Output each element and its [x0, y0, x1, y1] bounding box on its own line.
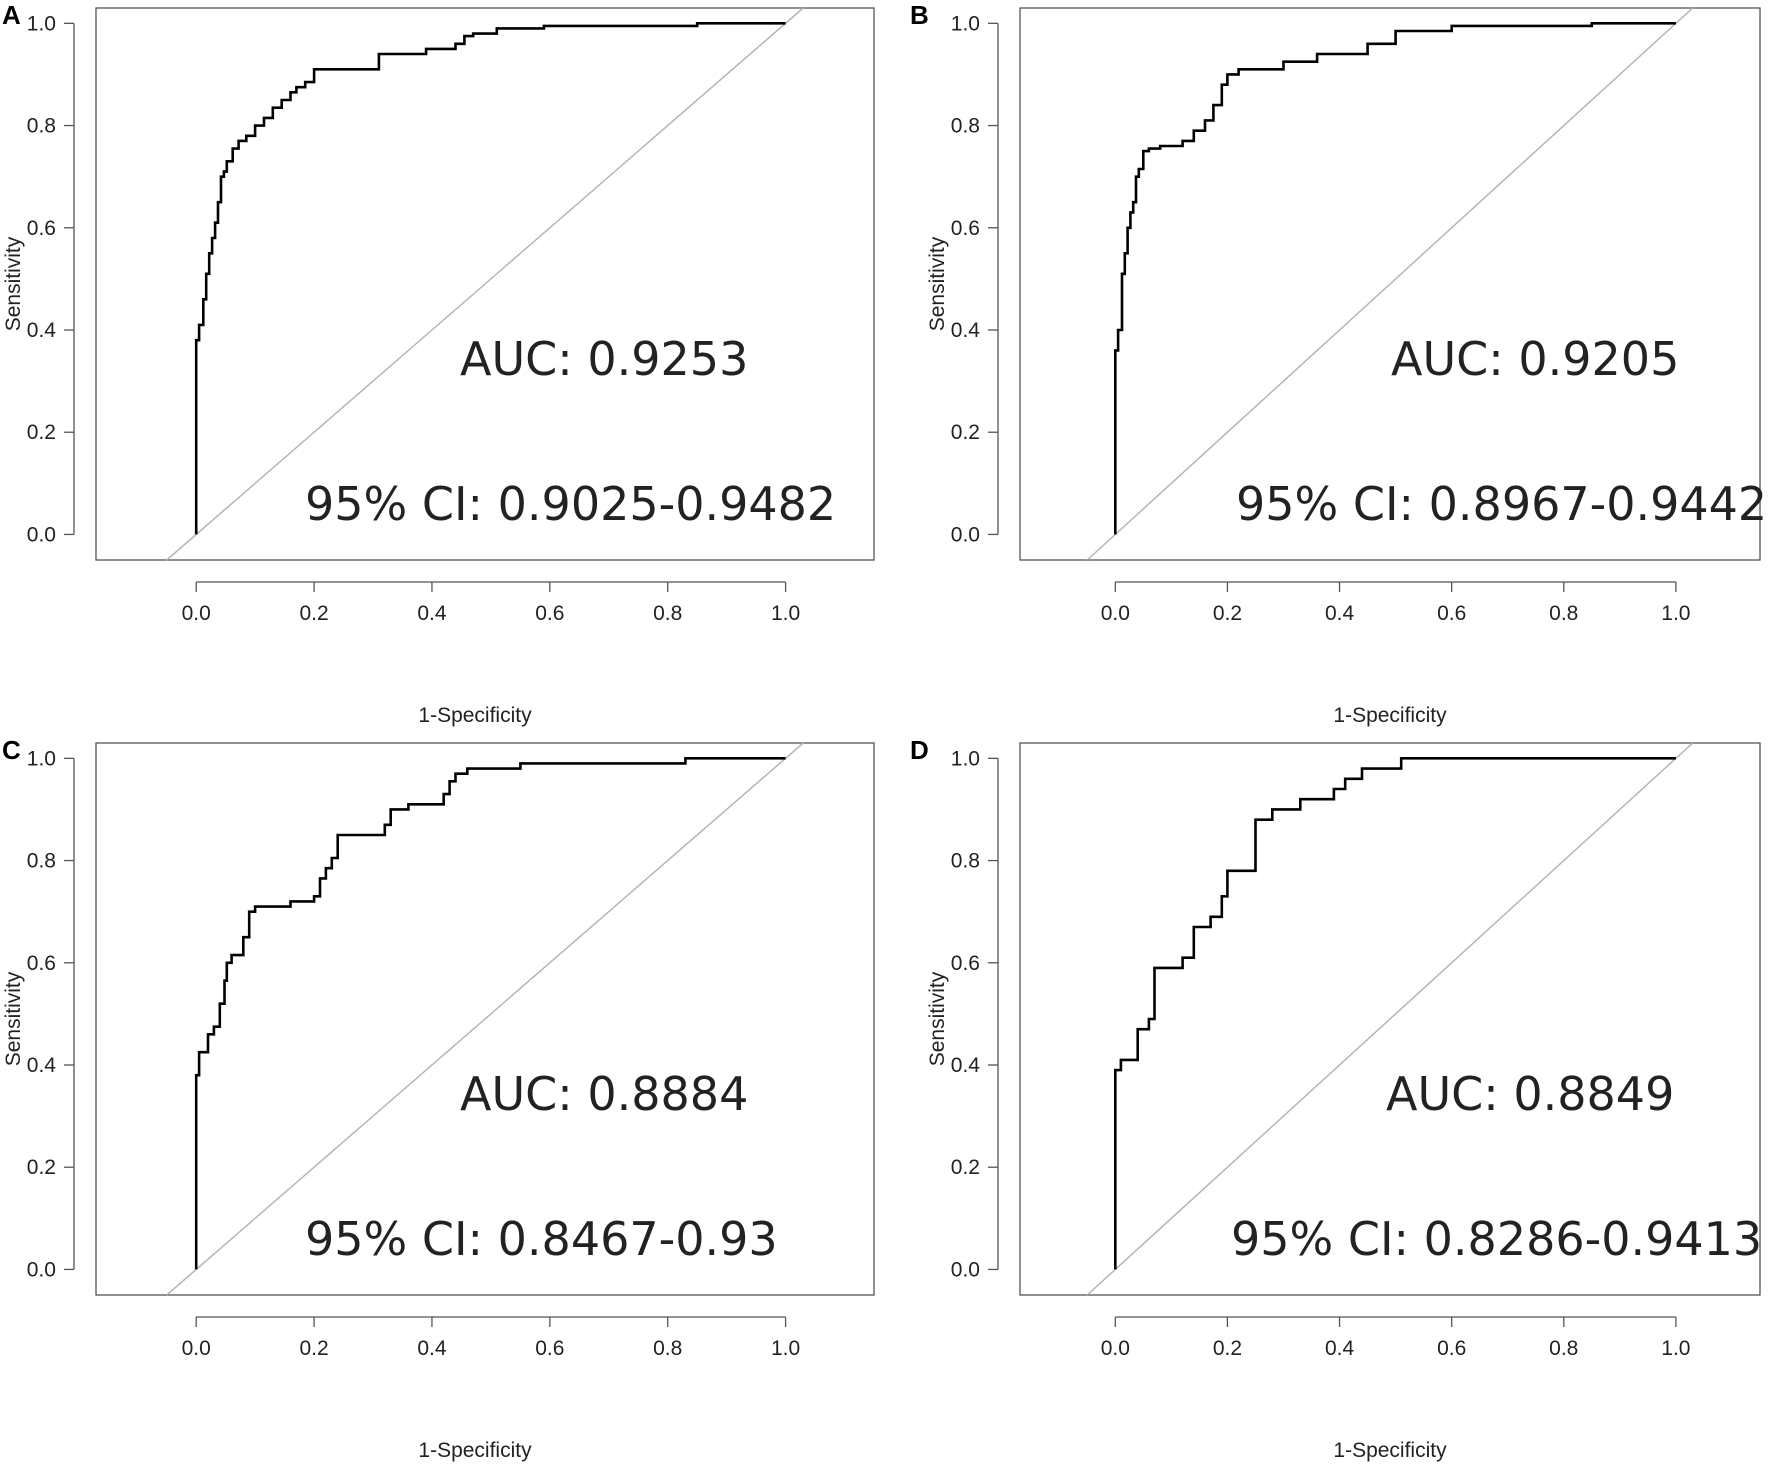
y-axis-title: Sensitivity	[926, 971, 949, 1066]
x-tick-label: 0.2	[299, 602, 328, 625]
auc-annotation: AUC: 0.8849	[1386, 1067, 1674, 1121]
x-tick-label: 1.0	[771, 1337, 800, 1360]
ci-annotation: 95% CI: 0.8286-0.9413	[1231, 1212, 1762, 1266]
y-tick-label: 0.8	[27, 850, 56, 873]
y-tick-label: 0.2	[27, 1156, 56, 1179]
y-tick-label: 0.8	[951, 850, 980, 873]
x-tick-label: 1.0	[1661, 602, 1690, 625]
x-tick-label: 0.0	[182, 1337, 211, 1360]
reference-diagonal	[1086, 7, 1694, 561]
y-tick-label: 0.0	[951, 1258, 980, 1281]
panel-letter: A	[2, 0, 21, 30]
x-tick-label: 1.0	[1661, 1337, 1690, 1360]
x-tick-label: 0.2	[1213, 602, 1242, 625]
x-axis-title: 1-Specificity	[418, 1439, 532, 1462]
y-tick-label: 0.2	[951, 1156, 980, 1179]
y-tick-label: 0.2	[27, 421, 56, 444]
y-tick-label: 0.6	[951, 217, 980, 240]
panel-letter: D	[910, 735, 929, 765]
x-tick-label: 0.6	[535, 1337, 564, 1360]
x-tick-label: 0.4	[417, 602, 447, 625]
x-tick-label: 0.6	[1437, 602, 1466, 625]
x-tick-label: 1.0	[771, 602, 800, 625]
y-tick-label: 0.0	[951, 523, 980, 546]
plot-frame	[95, 7, 875, 561]
y-tick-label: 1.0	[27, 12, 56, 35]
panel-letter: C	[2, 735, 21, 765]
x-axis-title: 1-Specificity	[418, 704, 532, 727]
x-tick-label: 0.8	[653, 1337, 682, 1360]
y-tick-label: 0.2	[951, 421, 980, 444]
y-tick-label: 0.4	[951, 319, 981, 342]
x-tick-label: 0.6	[1437, 1337, 1466, 1360]
plot-frame	[95, 742, 875, 1296]
plot-frame	[1019, 7, 1761, 561]
ci-annotation: 95% CI: 0.9025-0.9482	[305, 477, 836, 531]
roc-curve	[1114, 21, 1676, 535]
y-tick-label: 0.4	[951, 1054, 981, 1077]
x-axis-title: 1-Specificity	[1333, 1439, 1447, 1462]
ci-annotation: 95% CI: 0.8967-0.9442	[1236, 477, 1767, 531]
x-tick-label: 0.0	[182, 602, 211, 625]
roc-curve	[194, 21, 786, 535]
reference-diagonal	[1086, 742, 1694, 1296]
plot-frame	[1019, 742, 1761, 1296]
x-tick-label: 0.2	[1213, 1337, 1242, 1360]
roc-curve	[1114, 756, 1676, 1270]
x-tick-label: 0.8	[1549, 1337, 1578, 1360]
y-tick-label: 0.0	[27, 1258, 56, 1281]
roc-chart-d: D 0.0 0.2 0.4 0.6 0.8 1.0 0.0 0.2 0.4 0.6 0.8 1.0 A…	[910, 735, 1762, 1462]
roc-panel-c: C 0.0 0.2 0.4 0.6 0.8 1.0 0.0 0.2 0.4 0.6 0.8 1.0 A…	[0, 735, 886, 1470]
reference-diagonal	[166, 7, 804, 561]
y-tick-label: 0.6	[27, 952, 56, 975]
y-tick-label: 1.0	[951, 12, 980, 35]
y-tick-label: 0.6	[951, 952, 980, 975]
x-tick-label: 0.0	[1101, 602, 1130, 625]
auc-annotation: AUC: 0.9205	[1391, 332, 1679, 386]
roc-chart-a: A 0.0 0.2 0.4 0.6 0.8 1.0 0.0 0.2 0.4 0.6 0.8 1.0 A…	[2, 0, 875, 727]
auc-annotation: AUC: 0.8884	[460, 1067, 748, 1121]
roc-panel-d: D 0.0 0.2 0.4 0.6 0.8 1.0 0.0 0.2 0.4 0.6 0.8 1.0 A…	[886, 735, 1772, 1470]
y-tick-label: 0.8	[951, 115, 980, 138]
x-tick-label: 0.8	[1549, 602, 1578, 625]
y-tick-label: 0.4	[27, 319, 57, 342]
x-tick-label: 0.2	[299, 1337, 328, 1360]
panel-letter: B	[910, 0, 929, 30]
x-tick-label: 0.4	[417, 1337, 447, 1360]
x-tick-label: 0.4	[1325, 1337, 1355, 1360]
x-tick-label: 0.8	[653, 602, 682, 625]
y-tick-label: 1.0	[27, 747, 56, 770]
roc-curve	[194, 756, 786, 1270]
y-axis-title: Sensitivity	[2, 971, 25, 1066]
y-tick-label: 0.8	[27, 115, 56, 138]
roc-chart-b: B 0.0 0.2 0.4 0.6 0.8 1.0 0.0 0.2 0.4 0.6 0.8 1.0 A…	[910, 0, 1767, 727]
y-axis-title: Sensitivity	[2, 236, 25, 331]
y-tick-label: 0.4	[27, 1054, 57, 1077]
x-axis-title: 1-Specificity	[1333, 704, 1447, 727]
y-tick-label: 1.0	[951, 747, 980, 770]
roc-panel-b: B 0.0 0.2 0.4 0.6 0.8 1.0 0.0 0.2 0.4 0.6 0.8 1.0 A…	[886, 0, 1772, 735]
y-tick-label: 0.0	[27, 523, 56, 546]
x-tick-label: 0.4	[1325, 602, 1355, 625]
ci-annotation: 95% CI: 0.8467-0.93	[305, 1212, 778, 1266]
y-axis-title: Sensitivity	[926, 236, 949, 331]
roc-chart-c: C 0.0 0.2 0.4 0.6 0.8 1.0 0.0 0.2 0.4 0.6 0.8 1.0 A…	[2, 735, 875, 1462]
y-tick-label: 0.6	[27, 217, 56, 240]
roc-panel-a: A 0.0 0.2 0.4 0.6 0.8 1.0 0.0 0.2 0.4 0.6 0.8 1.0 A…	[0, 0, 886, 735]
reference-diagonal	[166, 742, 804, 1296]
x-tick-label: 0.0	[1101, 1337, 1130, 1360]
x-tick-label: 0.6	[535, 602, 564, 625]
auc-annotation: AUC: 0.9253	[460, 332, 748, 386]
